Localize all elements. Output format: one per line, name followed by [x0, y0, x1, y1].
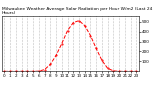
Text: Milwaukee Weather Average Solar Radiation per Hour W/m2 (Last 24 Hours): Milwaukee Weather Average Solar Radiatio… — [2, 7, 152, 15]
